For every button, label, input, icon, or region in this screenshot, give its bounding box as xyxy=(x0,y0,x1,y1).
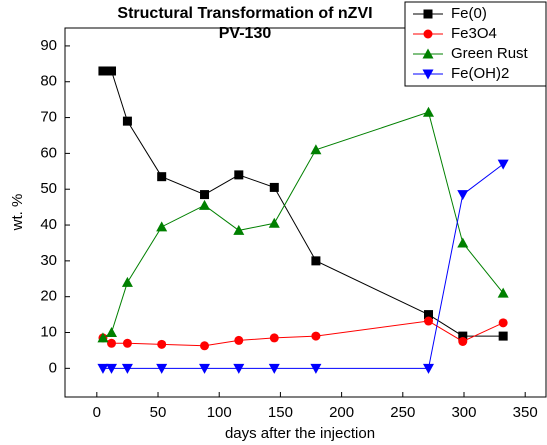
data-point xyxy=(121,363,133,374)
y-tick-label: 30 xyxy=(40,252,57,269)
y-tick-label: 40 xyxy=(40,216,57,233)
data-point xyxy=(268,363,280,374)
legend-label: Fe(OH)2 xyxy=(451,65,509,82)
y-tick-label: 90 xyxy=(40,37,57,54)
data-point xyxy=(107,338,117,348)
data-point xyxy=(156,363,168,374)
y-tick-label: 80 xyxy=(40,73,57,90)
data-point xyxy=(498,318,508,328)
x-axis-label: days after the injection xyxy=(225,425,375,442)
data-point xyxy=(269,182,279,192)
data-point xyxy=(423,363,435,374)
data-point xyxy=(233,224,245,235)
y-axis-label: wt. % xyxy=(9,194,26,232)
data-point xyxy=(269,333,279,343)
data-point xyxy=(498,331,508,341)
data-point xyxy=(233,363,245,374)
x-tick-label: 250 xyxy=(390,404,415,421)
series-line xyxy=(102,163,504,369)
data-point xyxy=(457,237,469,248)
data-point xyxy=(310,363,322,374)
data-point xyxy=(424,310,434,320)
data-point xyxy=(157,172,167,182)
data-point xyxy=(98,66,108,76)
data-point xyxy=(457,190,469,201)
data-point xyxy=(458,336,468,346)
data-point xyxy=(97,363,109,374)
data-point xyxy=(122,116,132,126)
data-point xyxy=(97,332,109,343)
x-tick-label: 200 xyxy=(329,404,354,421)
data-point xyxy=(310,144,322,155)
data-point xyxy=(268,217,280,228)
data-point xyxy=(234,170,244,180)
y-tick-label: 20 xyxy=(40,288,57,305)
x-tick-label: 50 xyxy=(150,404,167,421)
data-point xyxy=(199,363,211,374)
legend-marker xyxy=(422,48,434,59)
chart-title: Structural Transformation of nZVI xyxy=(117,5,372,22)
chart-subtitle: PV-130 xyxy=(219,25,272,42)
y-tick-label: 50 xyxy=(40,180,57,197)
data-point xyxy=(199,199,211,210)
data-point xyxy=(156,221,168,232)
data-point xyxy=(311,256,321,266)
data-point xyxy=(497,287,509,298)
legend-label: Green Rust xyxy=(451,45,529,62)
data-point xyxy=(106,363,118,374)
y-tick-label: 70 xyxy=(40,109,57,126)
x-tick-label: 350 xyxy=(513,404,538,421)
data-point xyxy=(157,339,167,349)
x-tick-label: 0 xyxy=(93,404,101,421)
legend-marker xyxy=(423,29,433,39)
data-point xyxy=(200,341,210,351)
y-tick-label: 60 xyxy=(40,144,57,161)
data-point xyxy=(122,338,132,348)
data-point xyxy=(458,331,468,341)
plot-frame xyxy=(64,27,547,398)
data-point xyxy=(200,190,210,200)
legend-label: Fe(0) xyxy=(451,5,487,22)
data-point xyxy=(106,327,118,338)
data-point xyxy=(107,66,117,76)
data-point xyxy=(121,276,133,287)
legend-marker xyxy=(422,69,434,80)
data-point xyxy=(311,331,321,341)
x-tick-label: 150 xyxy=(268,404,293,421)
data-point xyxy=(234,335,244,345)
y-tick-label: 10 xyxy=(40,323,57,340)
data-point xyxy=(497,159,509,170)
legend-marker xyxy=(423,9,433,19)
x-tick-label: 300 xyxy=(451,404,476,421)
data-point xyxy=(423,106,435,117)
data-point xyxy=(424,316,434,326)
x-tick-label: 100 xyxy=(207,404,232,421)
legend-label: Fe3O4 xyxy=(451,25,497,42)
y-tick-label: 0 xyxy=(49,359,57,376)
